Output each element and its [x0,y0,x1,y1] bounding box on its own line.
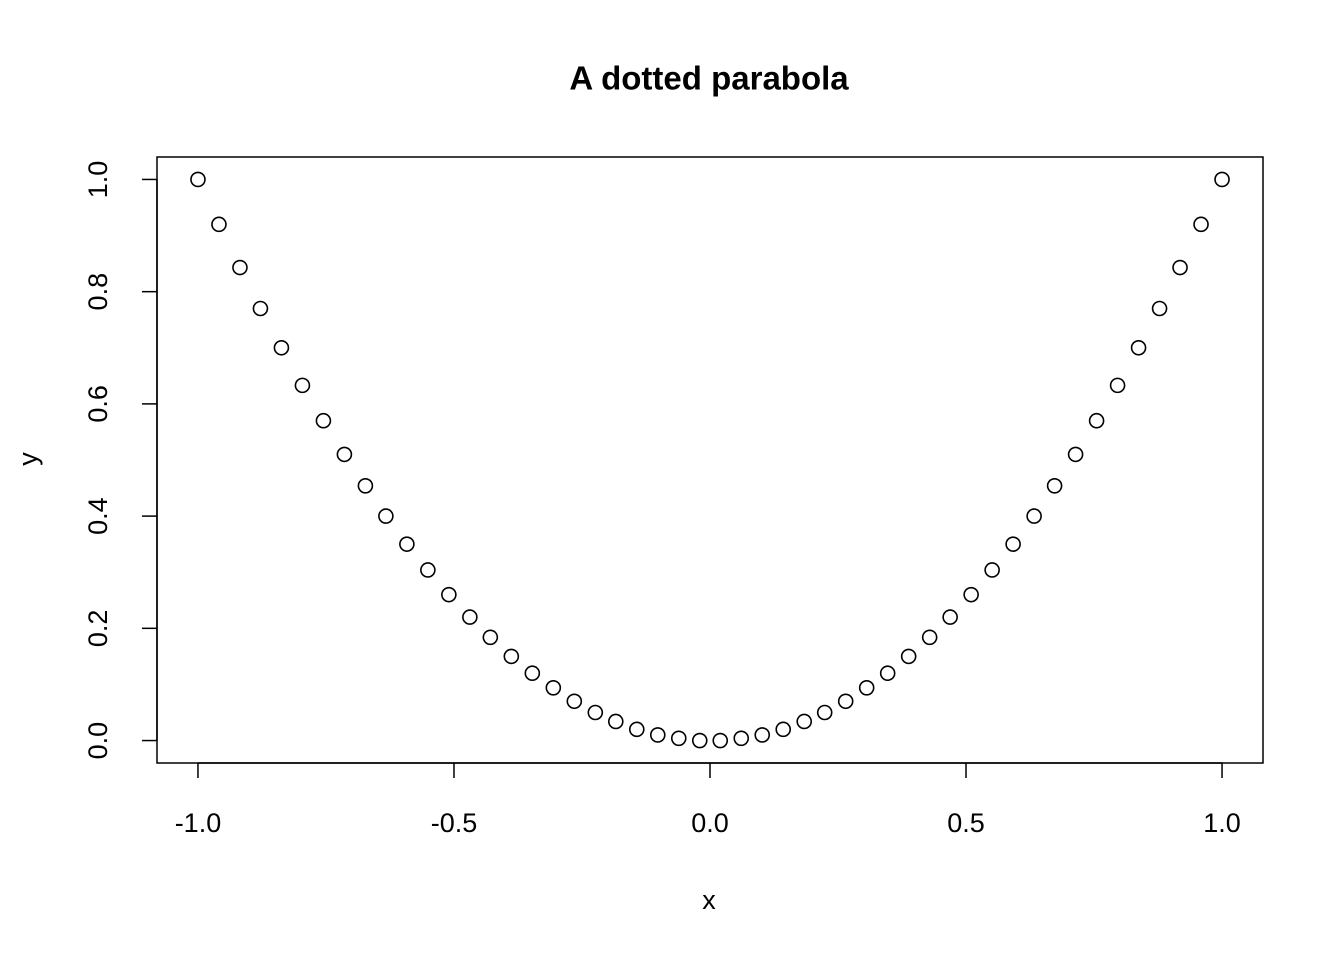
point [775,721,792,738]
x-tick-label: 0.0 [691,808,729,838]
point [1026,508,1042,524]
point [628,721,645,738]
point [1109,377,1126,394]
point [754,727,771,743]
point [566,693,583,710]
point [441,586,457,603]
point [1046,478,1063,494]
chart-title: A dotted parabola [569,60,849,97]
y-tick-label: 1.0 [83,161,113,199]
point [712,732,729,749]
x-tick-label: -1.0 [175,808,222,838]
point [1067,446,1084,463]
point [796,713,813,730]
point [524,665,541,682]
point [420,562,436,578]
y-tick-label: 0.8 [83,273,113,311]
point [545,680,562,696]
point [462,609,478,625]
point [482,629,499,646]
point [357,478,374,494]
point [232,259,248,276]
point [607,713,624,730]
point [858,680,875,696]
point [294,377,311,394]
point [587,704,604,721]
point [503,648,520,665]
x-axis-label: x [702,885,716,915]
point [1214,171,1230,188]
point [315,412,332,429]
point [378,508,394,524]
point [837,693,854,710]
point [211,216,227,233]
point [921,629,938,646]
point [733,730,750,747]
point [190,171,206,188]
x-tick-label: -0.5 [431,808,478,838]
point [691,732,708,749]
y-tick-label: 0.0 [83,722,113,760]
y-tick-label: 0.4 [83,497,113,535]
point [252,300,269,317]
point [1130,339,1147,356]
point [1193,216,1209,233]
y-axis-label: y [13,452,43,466]
point [649,727,666,743]
point [273,339,290,356]
y-tick-label: 0.2 [83,610,113,648]
point [942,609,958,625]
point [900,648,917,665]
x-tick-label: 1.0 [1203,808,1241,838]
x-tick-label: 0.5 [947,808,985,838]
point [1005,536,1021,552]
point [963,586,979,603]
y-tick-label: 0.6 [83,385,113,423]
point [1151,300,1168,317]
point [879,665,896,682]
point [984,562,1000,578]
point [1172,259,1188,276]
point [399,536,415,552]
point [1088,412,1105,429]
point [816,704,833,721]
point [336,446,353,463]
point [670,730,687,747]
